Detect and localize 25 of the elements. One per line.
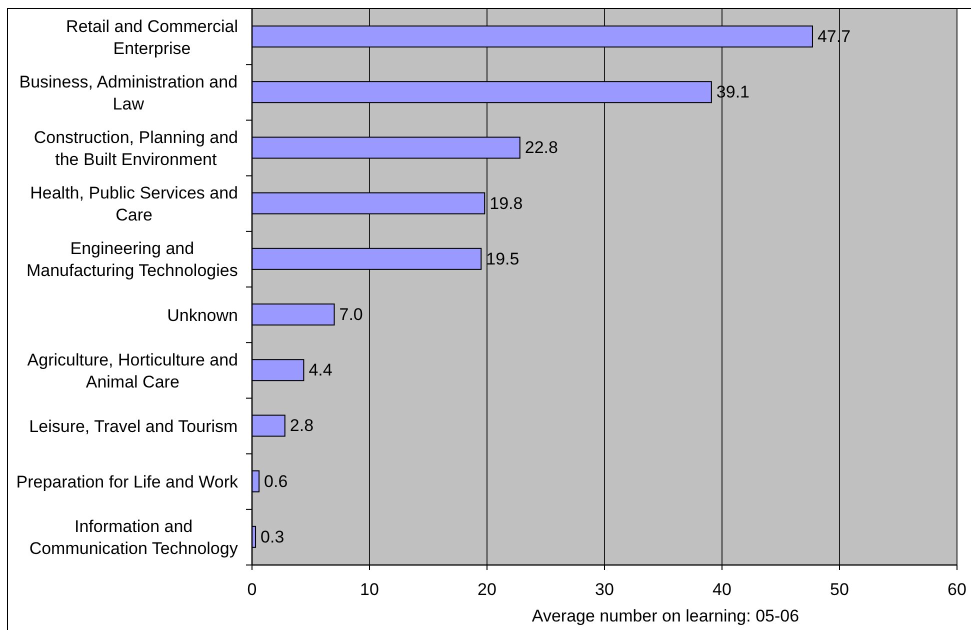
x-tick-label: 20 bbox=[478, 580, 496, 600]
data-label: 2.8 bbox=[290, 416, 314, 436]
y-tick-label: Preparation for Life and Work bbox=[16, 472, 238, 492]
data-label: 7.0 bbox=[339, 305, 363, 324]
x-tick-label: 30 bbox=[595, 580, 614, 600]
data-label: 19.8 bbox=[490, 194, 523, 213]
y-tick-label: Information and Communication Technology bbox=[29, 516, 238, 558]
x-tick-label: 40 bbox=[712, 580, 732, 600]
x-tick-label: 0 bbox=[247, 580, 257, 600]
y-tick-label: Leisure, Travel and Tourism bbox=[29, 416, 238, 436]
y-tick-label: Health, Public Services and Care bbox=[30, 183, 238, 224]
y-tick-label: Construction, Planning and the Built Environment bbox=[34, 128, 238, 168]
y-tick-label: Agriculture, Horticulture and Animal Care bbox=[27, 350, 238, 391]
y-tick-label: Engineering and Manufacturing Technologies bbox=[26, 238, 238, 280]
data-label: 0.3 bbox=[260, 527, 284, 546]
x-axis-title: Average number on learning: 05-06 bbox=[532, 606, 800, 626]
y-tick-label: Business, Administration and Law bbox=[19, 72, 238, 113]
data-label: 0.6 bbox=[264, 472, 288, 491]
y-tick-label: Retail and Commercial Enterprise bbox=[66, 16, 238, 58]
x-tick-label: 10 bbox=[360, 580, 379, 600]
y-tick-label: Unknown bbox=[167, 305, 238, 324]
x-tick-label: 60 bbox=[948, 580, 966, 600]
data-label: 22.8 bbox=[524, 138, 558, 158]
data-label: 4.4 bbox=[308, 360, 332, 380]
x-tick-label: 50 bbox=[830, 580, 849, 600]
